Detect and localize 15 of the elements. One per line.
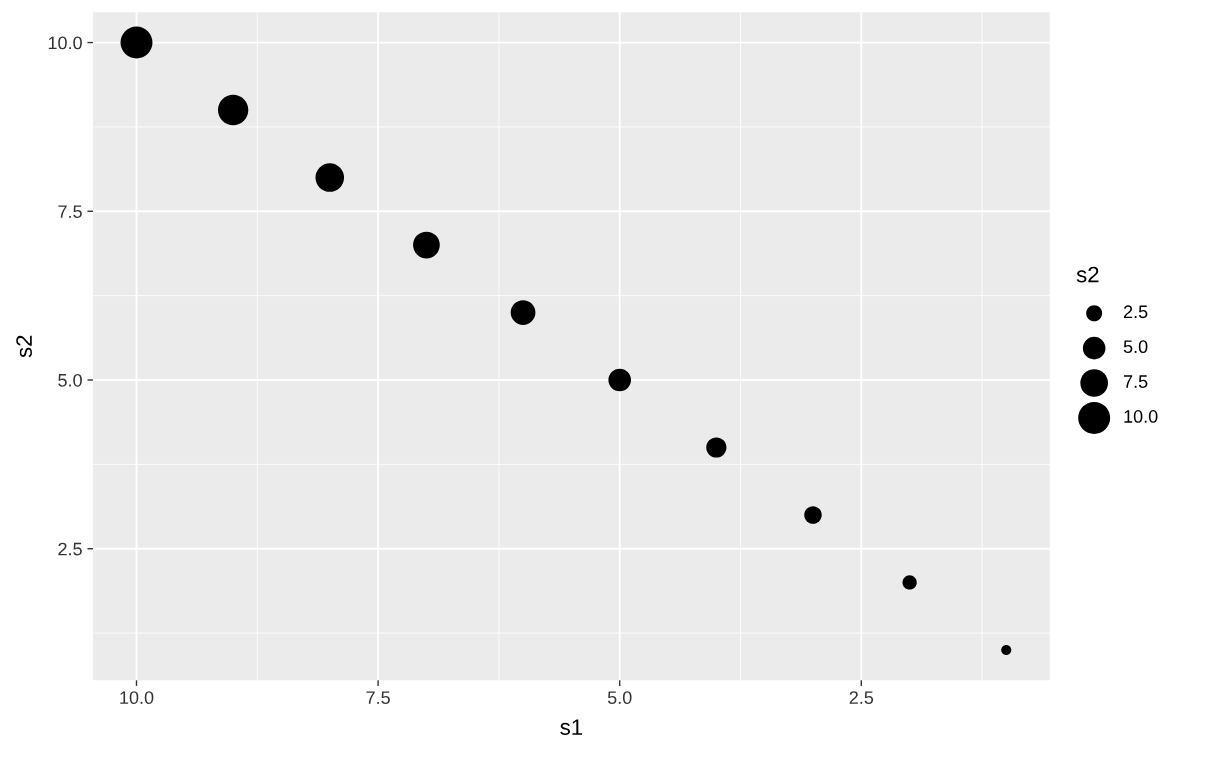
y-tick-label: 7.5 [58, 205, 82, 218]
y-tick-label: 5.0 [58, 373, 82, 387]
x-tick-label: 5.0 [607, 691, 632, 705]
legend-label: 5.0 [1123, 340, 1148, 354]
x-tick-label: 10.0 [120, 691, 154, 705]
x-axis-title: s1 [560, 719, 583, 736]
legend-label: 7.5 [1123, 375, 1148, 388]
y-axis-title: s2 [16, 335, 32, 358]
y-tick-label: 2.5 [58, 542, 82, 556]
legend-label: 10.0 [1124, 410, 1158, 423]
legend-label: 2.5 [1123, 305, 1148, 319]
legend-title: s2 [1076, 266, 1099, 283]
x-tick-label: 7.5 [366, 691, 390, 705]
y-tick-label: 10.0 [48, 36, 82, 50]
x-tick-label: 2.5 [849, 691, 874, 705]
